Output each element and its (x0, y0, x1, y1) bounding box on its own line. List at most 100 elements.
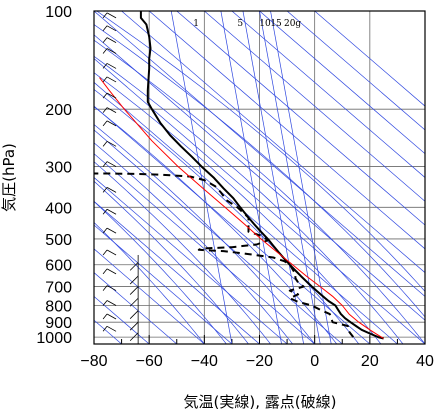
wind-barb-shaft (106, 25, 117, 32)
wind-barb-shaft (106, 187, 117, 193)
dry-adiabat (94, 153, 315, 344)
x-axis-title: 気温(実線), 露点(破線) (184, 393, 337, 411)
wind-barb-flag (102, 268, 108, 275)
wind-barb-flag (102, 25, 108, 32)
wind-barb-flag (102, 120, 108, 127)
plot-border (93, 10, 426, 345)
wind-barb-flag (102, 107, 108, 113)
mixing-ratio-label: 5 (237, 19, 243, 29)
moist-adiabat (94, 39, 425, 344)
wind-barb-shaft (106, 325, 117, 332)
moist-adiabat (94, 221, 205, 344)
wind-barb-flag (102, 208, 108, 215)
moist-adiabat (94, 106, 338, 344)
moist-adiabat (94, 161, 271, 344)
y-axis-title-group: 気圧(hPa) (0, 143, 18, 212)
wind-barb-shaft (106, 208, 117, 215)
wind-barb-shaft (129, 332, 139, 342)
mixing-ratio-line (170, 11, 233, 344)
profile-lines (94, 11, 384, 340)
x-tick-label: 40 (416, 353, 434, 370)
wind-barb-shaft (106, 48, 117, 54)
dry-adiabat (204, 11, 425, 202)
wind-barb-shaft (106, 227, 117, 234)
parcel-line (99, 77, 384, 339)
wind-barb-flag (102, 313, 108, 320)
y-tick-label: 400 (45, 200, 72, 217)
x-tick-labels: −80 −60 −40 −20 0 20 40 (80, 353, 434, 370)
x-tick-label: −60 (136, 353, 163, 370)
y-tick-label: 800 (45, 298, 72, 315)
mixing-ratio-label: 20g (284, 19, 301, 29)
wind-barb-shaft (106, 161, 117, 167)
wind-barb-flag (102, 76, 108, 83)
wind-barb-flag (102, 63, 108, 69)
dry-adiabat (176, 11, 425, 226)
dry-adiabat (94, 248, 205, 344)
wind-barb-shaft (129, 297, 139, 307)
wind-barb-shaft (106, 76, 117, 83)
dry-adiabat (286, 11, 425, 131)
wind-barb-flag (102, 249, 108, 256)
mixing-ratio-label: 10 (259, 19, 271, 29)
wind-barb-shaft (106, 92, 117, 99)
mixing-ratio-labels: 1 5 10 15 20g (193, 19, 301, 29)
dewpoint-line (94, 172, 355, 338)
wind-barb-flag (102, 227, 108, 234)
wind-barb-shaft (106, 268, 117, 275)
wind-barb-flag (102, 37, 108, 43)
wind-barb-flag (102, 141, 108, 147)
y-tick-label: 700 (45, 280, 72, 297)
wind-barb-flag (102, 12, 108, 19)
x-tick-label: 20 (361, 353, 379, 370)
moist-adiabat (94, 55, 404, 344)
moist-adiabat (94, 124, 315, 344)
y-tick-label: 1000 (36, 330, 72, 347)
wind-barb-shaft (106, 12, 117, 19)
x-tick-label: −80 (80, 353, 107, 370)
wind-barb-flag (102, 285, 108, 291)
dry-adiabat (121, 11, 425, 274)
moist-adiabat (96, 11, 425, 292)
wind-barb-flag (102, 300, 108, 306)
dry-adiabat (94, 129, 343, 344)
wind-barb-shaft (106, 140, 117, 147)
wind-barbs (102, 12, 139, 344)
wind-barb-shaft (106, 249, 117, 256)
dry-adiabat (259, 11, 425, 155)
dry-adiabat (94, 200, 260, 344)
wind-barb-shaft (106, 37, 117, 43)
mixing-ratio-line (259, 11, 321, 344)
wind-barb-shaft (106, 63, 117, 69)
moist-adiabat (94, 24, 425, 318)
wind-barb-flag (102, 187, 108, 193)
wind-barb-shaft (106, 107, 117, 114)
wind-barb-shaft (106, 300, 117, 306)
dry-adiabat (94, 34, 425, 321)
dry-adiabat (94, 272, 177, 344)
moist-adiabat (94, 72, 382, 344)
wind-barb-flag (102, 161, 108, 167)
wind-barb-flag (102, 326, 108, 332)
wind-barb-shaft (106, 313, 117, 320)
mixing-ratio-label: 1 (193, 19, 199, 29)
wind-barb-shaft (106, 120, 117, 127)
y-tick-label: 900 (45, 315, 72, 332)
temperature-line (139, 11, 384, 340)
moist-adiabat (94, 142, 293, 344)
x-tick-label: 0 (310, 353, 319, 370)
wind-barb-shaft (129, 262, 139, 271)
wind-barb-shaft (129, 321, 139, 331)
wind-barb-flag (102, 92, 108, 99)
mixing-ratio-label: 15 (270, 19, 282, 29)
wind-barb-shaft (129, 286, 139, 295)
mixing-ratio-line (270, 11, 332, 344)
moist-adiabat (94, 200, 227, 344)
dry-adiabat (94, 224, 233, 344)
dry-adiabat (314, 11, 425, 107)
y-tick-label: 200 (45, 102, 72, 119)
moist-adiabat (94, 180, 249, 344)
dry-adiabat (94, 81, 398, 344)
y-tick-label: 100 (45, 4, 72, 21)
